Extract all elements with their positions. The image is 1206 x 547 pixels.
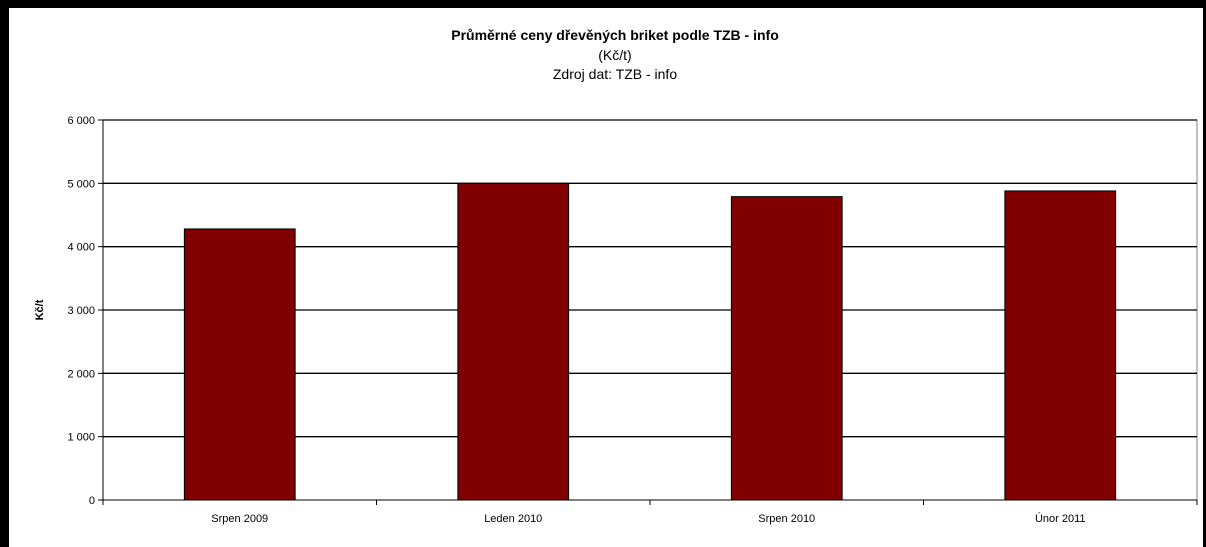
bar xyxy=(1004,190,1117,501)
bar xyxy=(183,228,296,501)
y-tick-label: 3 000 xyxy=(67,305,95,317)
y-tick-label: 5 000 xyxy=(67,178,95,190)
tick-labels: 0 1 000 2 000 3 000 4 000 5 000 6 000 Srpen 200… xyxy=(67,115,1085,525)
x-tick-label: Leden 2010 xyxy=(484,513,542,525)
x-tick-label: Srpen 2009 xyxy=(211,513,268,525)
bar xyxy=(730,196,843,501)
chart-subtitle-source: Zdroj dat: TZB - info xyxy=(553,66,677,82)
y-tick-label: 2 000 xyxy=(67,368,95,380)
y-axis-label: Kč/t xyxy=(34,299,46,320)
y-tick-label: 1 000 xyxy=(67,432,95,444)
y-tick-label: 4 000 xyxy=(67,242,95,254)
chart-title: Průměrné ceny dřevěných briket podle TZB… xyxy=(451,27,779,43)
axes xyxy=(98,119,1198,505)
x-tick-label: Únor 2011 xyxy=(1035,512,1086,525)
y-tick-label: 6 000 xyxy=(67,115,95,127)
y-tick-label: 0 xyxy=(89,495,95,507)
bar xyxy=(457,182,570,501)
x-tick-label: Srpen 2010 xyxy=(758,513,815,525)
chart-subtitle-unit: (Kč/t) xyxy=(598,47,631,63)
